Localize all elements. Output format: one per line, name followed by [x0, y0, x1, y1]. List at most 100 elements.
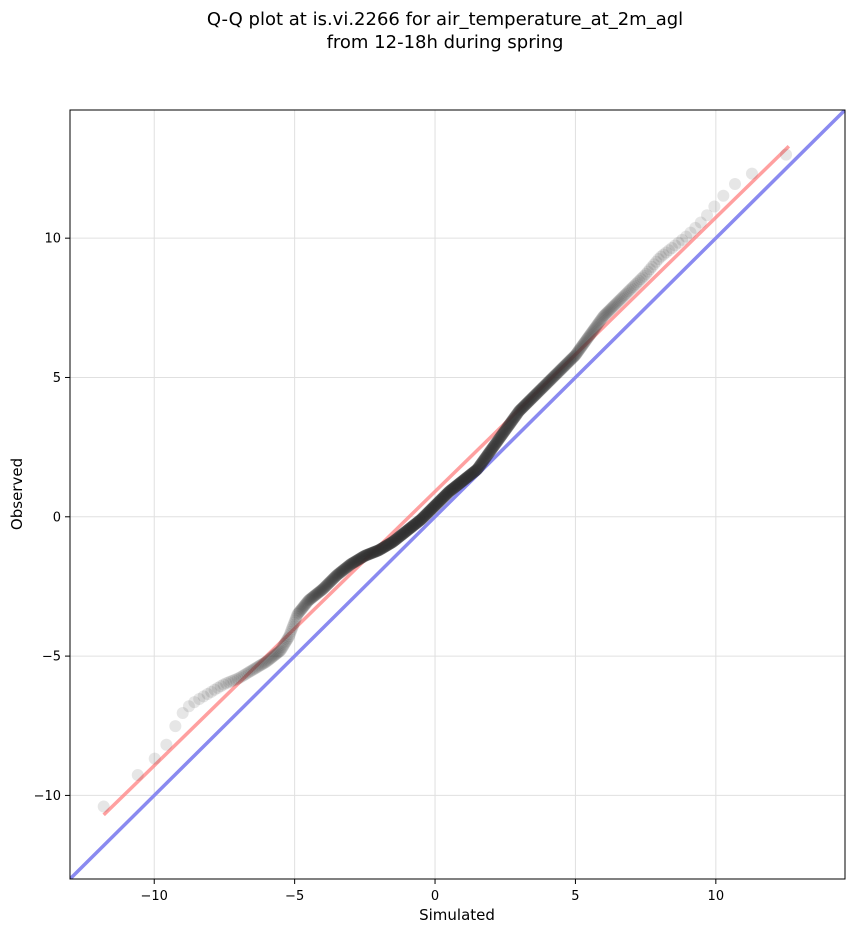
qq-point — [326, 573, 339, 586]
qq-point — [384, 537, 397, 550]
qq-point — [470, 463, 483, 476]
qq-point — [660, 246, 673, 259]
qq-point — [242, 666, 255, 679]
qq-point — [470, 464, 483, 477]
qq-point — [445, 483, 458, 496]
qq-point — [317, 582, 330, 595]
qq-point — [381, 539, 394, 552]
qq-point — [438, 490, 451, 503]
qq-point — [429, 499, 442, 512]
qq-point — [276, 641, 289, 654]
qq-point — [455, 475, 468, 488]
qq-point — [558, 360, 571, 373]
qq-point — [400, 525, 413, 538]
qq-point — [407, 519, 420, 532]
qq-point — [505, 416, 518, 429]
qq-point — [430, 497, 443, 510]
qq-point — [443, 485, 456, 498]
qq-point — [362, 548, 375, 561]
qq-point — [353, 552, 366, 565]
qq-point — [510, 408, 523, 421]
qq-point — [548, 369, 561, 382]
qq-point — [584, 327, 597, 340]
qq-point — [381, 539, 394, 552]
qq-point — [233, 671, 246, 684]
qq-point — [519, 398, 532, 411]
qq-point — [420, 508, 433, 521]
qq-point — [305, 591, 318, 604]
qq-point — [534, 383, 547, 396]
qq-point — [285, 623, 298, 636]
qq-point — [286, 621, 299, 634]
qq-point — [533, 384, 546, 397]
qq-point — [587, 323, 600, 336]
qq-point — [459, 472, 472, 485]
qq-point — [352, 553, 365, 566]
qq-point — [416, 512, 429, 525]
qq-point — [305, 592, 318, 605]
qq-point — [518, 399, 531, 412]
qq-point — [535, 383, 548, 396]
qq-point — [469, 464, 482, 477]
qq-point — [450, 479, 463, 492]
qq-point — [277, 639, 290, 652]
qq-point — [417, 511, 430, 524]
qq-point — [446, 483, 459, 496]
qq-point — [421, 506, 434, 519]
qq-point — [610, 297, 623, 310]
qq-point — [359, 549, 372, 562]
qq-point — [521, 397, 534, 410]
qq-point — [448, 481, 461, 494]
qq-point — [417, 511, 429, 524]
qq-point — [383, 538, 396, 551]
qq-point — [504, 417, 517, 429]
qq-point — [436, 492, 449, 505]
qq-point — [497, 426, 510, 439]
qq-point — [335, 565, 348, 578]
qq-point — [296, 601, 309, 614]
identity-line-layer — [70, 110, 845, 879]
qq-point — [354, 552, 367, 565]
qq-point — [418, 510, 431, 523]
qq-point — [446, 482, 459, 495]
qq-point — [432, 496, 445, 509]
qq-point — [392, 531, 405, 544]
qq-point — [388, 534, 401, 547]
qq-point — [357, 550, 370, 563]
qq-point — [424, 503, 437, 516]
qq-point — [357, 550, 370, 563]
qq-point — [462, 470, 475, 483]
qq-point — [496, 428, 509, 441]
qq-point — [571, 345, 584, 358]
qq-point — [572, 344, 585, 357]
qq-point — [531, 386, 544, 399]
qq-point — [533, 385, 546, 398]
qq-point — [490, 436, 503, 449]
qq-point — [320, 579, 333, 592]
qq-point — [439, 488, 452, 501]
qq-point — [593, 315, 606, 328]
qq-point — [359, 549, 372, 562]
qq-point — [575, 340, 588, 353]
qq-point — [464, 468, 477, 481]
qq-point — [603, 304, 616, 317]
qq-point — [416, 511, 429, 524]
qq-point — [470, 463, 483, 476]
qq-point — [225, 675, 238, 688]
qq-point — [434, 494, 447, 507]
qq-point — [514, 403, 527, 416]
qq-point — [348, 555, 361, 568]
qq-point — [422, 506, 435, 519]
qq-point — [493, 431, 506, 444]
qq-point — [503, 418, 516, 431]
qq-point — [381, 538, 394, 551]
qq-point — [307, 590, 320, 603]
qq-point — [480, 450, 493, 463]
qq-point — [387, 535, 400, 548]
qq-point — [536, 382, 549, 395]
qq-point — [205, 685, 218, 698]
qq-point — [492, 434, 505, 447]
qq-point — [343, 559, 356, 572]
qq-point — [415, 512, 428, 525]
qq-point — [550, 368, 563, 381]
